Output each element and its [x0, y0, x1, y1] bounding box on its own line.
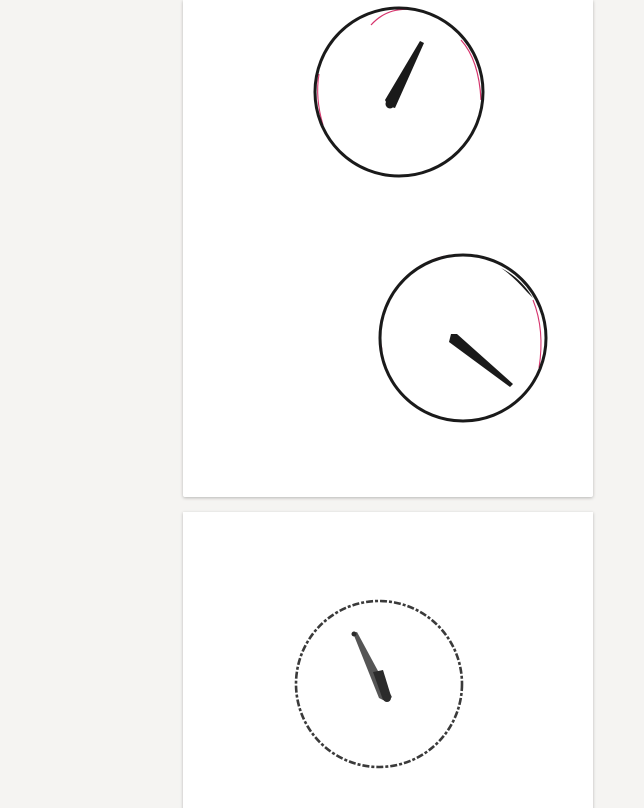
document-page-2: [183, 512, 593, 808]
clock-drawing-2: [378, 253, 548, 423]
clock-hand-shading: [373, 670, 391, 700]
document-page-1: [183, 0, 593, 497]
clock-hand-base: [385, 99, 395, 109]
clock-hand-tip: [351, 631, 357, 637]
clock-ink-blot: [501, 268, 533, 298]
clock-hand: [385, 41, 424, 108]
page-2-drawing-canvas: [294, 599, 464, 769]
pencil-trace: [532, 299, 542, 369]
pencil-trace: [460, 39, 482, 101]
pencil-trace: [317, 73, 324, 126]
clock-drawing-3: [294, 599, 464, 769]
clock-face-circle: [378, 253, 548, 423]
clock-hand: [449, 334, 513, 387]
clock-face-circle: [313, 6, 485, 178]
clock-face-circle: [294, 599, 464, 769]
clock-hand-base: [383, 694, 391, 702]
clock-drawing-1: [313, 6, 485, 178]
page-1-drawing-canvas: [313, 6, 548, 423]
